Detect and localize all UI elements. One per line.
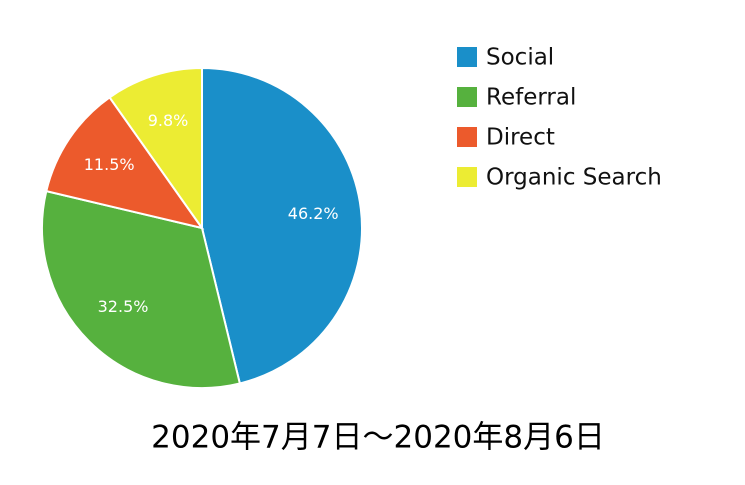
legend-swatch xyxy=(457,47,477,67)
pie-slice xyxy=(201,66,363,385)
legend-label: Referral xyxy=(486,85,576,111)
pie-slice xyxy=(45,95,205,230)
pie-slice xyxy=(108,66,203,232)
legend-swatch xyxy=(457,167,477,187)
legend-label: Social xyxy=(486,45,554,71)
legend-swatch xyxy=(457,87,477,107)
legend-swatch xyxy=(457,127,477,147)
value-label: 9.8% xyxy=(148,111,189,130)
value-label: 46.2% xyxy=(288,204,339,223)
value-label: 32.5% xyxy=(98,297,149,316)
legend-label: Organic Search xyxy=(486,165,662,191)
legend-label: Direct xyxy=(486,125,555,151)
chart-title: 2020年7月7日～2020年8月6日 xyxy=(151,420,605,456)
value-label: 11.5% xyxy=(84,155,135,174)
pie-slice xyxy=(41,189,242,389)
